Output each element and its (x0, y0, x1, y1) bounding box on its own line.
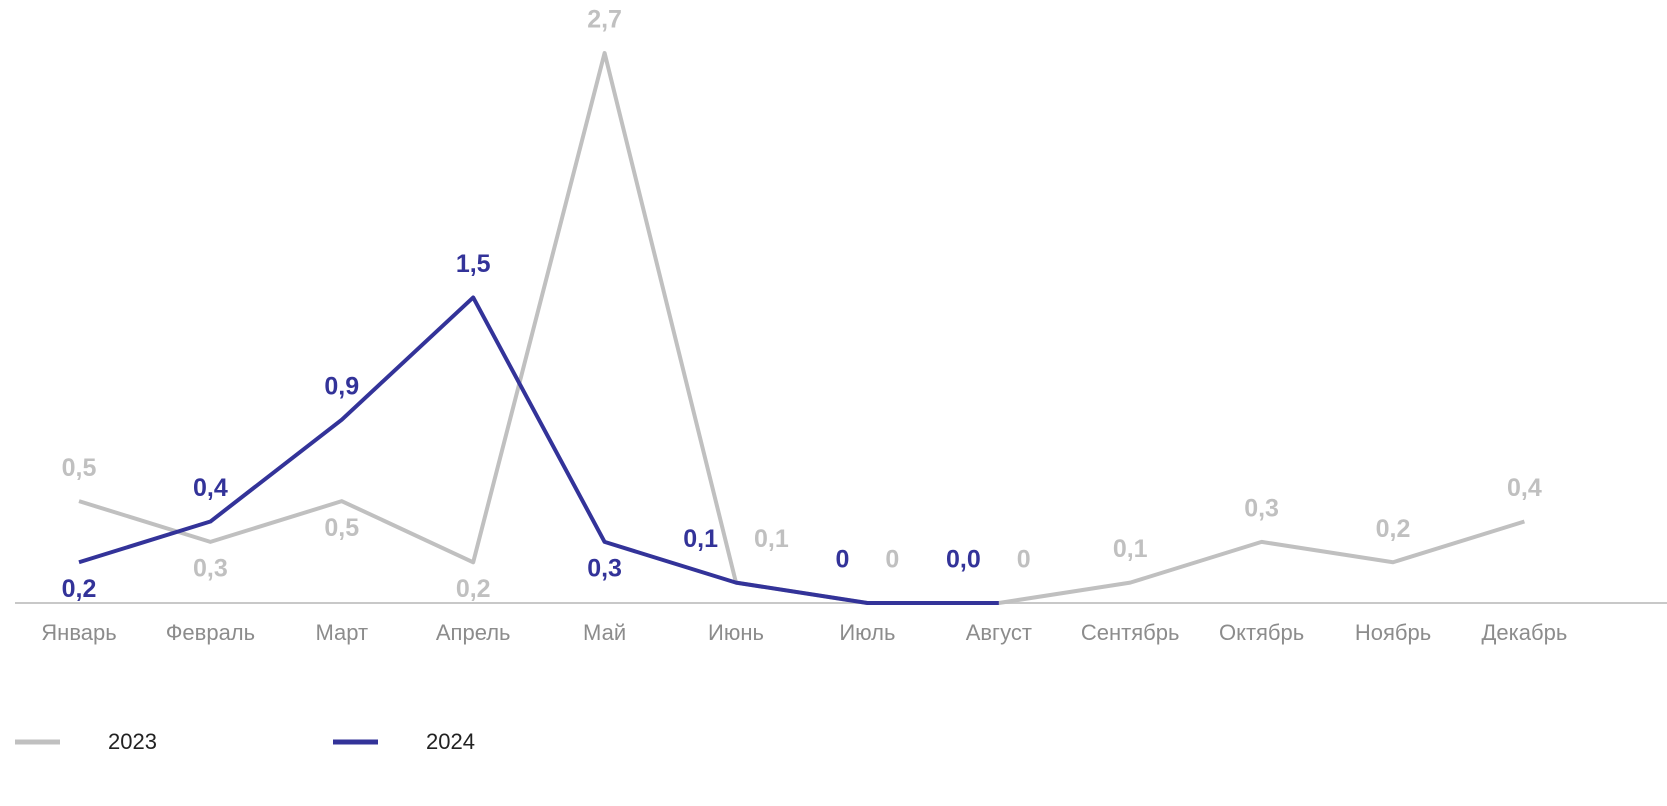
data-label: 0,2 (62, 575, 97, 603)
data-label: 0,3 (587, 554, 622, 582)
x-tick-label: Август (966, 620, 1032, 645)
data-label: 0,3 (193, 554, 228, 582)
data-label: 0,1 (1113, 535, 1148, 563)
data-label: 0 (885, 546, 899, 574)
x-tick-label: Октябрь (1219, 620, 1304, 645)
x-tick-label: Январь (41, 620, 116, 645)
data-label: 0,4 (1507, 474, 1542, 502)
data-label: 0,2 (1376, 515, 1411, 543)
x-tick-label: Март (315, 620, 368, 645)
legend-label: 2024 (426, 729, 475, 754)
x-tick-label: Ноябрь (1355, 620, 1431, 645)
series-line (78, 51, 1525, 605)
x-tick-label: Сентябрь (1081, 620, 1180, 645)
data-label: 0,9 (324, 372, 359, 400)
data-label: 0,2 (456, 575, 491, 603)
data-label: 0 (1017, 546, 1031, 574)
data-label: 0,1 (683, 525, 718, 553)
x-tick-label: Февраль (166, 620, 255, 645)
data-label: 0,0 (946, 546, 981, 574)
data-label: 0,5 (324, 514, 359, 542)
x-tick-label: Июль (839, 620, 895, 645)
x-tick-label: Апрель (436, 620, 511, 645)
data-label: 0,3 (1244, 494, 1279, 522)
data-label: 1,5 (456, 250, 491, 278)
x-tick-label: Декабрь (1482, 620, 1568, 645)
legend-label: 2023 (108, 729, 157, 754)
data-label: 0,1 (754, 525, 789, 553)
x-tick-label: Июнь (708, 620, 764, 645)
data-label: 0,5 (62, 454, 97, 482)
data-label: 2,7 (587, 6, 622, 34)
x-tick-label: Май (583, 620, 626, 645)
data-label: 0,4 (193, 474, 228, 502)
series-line (78, 295, 999, 605)
data-label: 0 (835, 546, 849, 574)
